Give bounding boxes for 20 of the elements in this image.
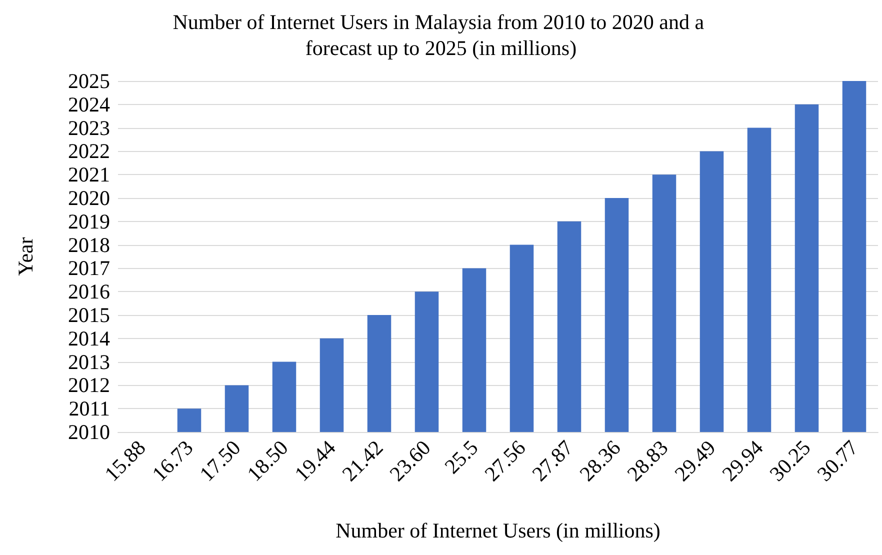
y-tick-label: 2013 — [68, 350, 110, 374]
y-tick-label: 2018 — [68, 232, 110, 257]
chart-title: Number of Internet Users in Malaysia from 2010 to 2020 and a forecast up to 2025 (in millions) — [172, 10, 710, 60]
x-axis-title: Number of Internet Users (in millions) — [336, 518, 660, 542]
x-tick-label: 25.5 — [440, 436, 483, 478]
y-tick-label: 2019 — [68, 209, 110, 234]
y-tick-label: 2010 — [68, 420, 110, 444]
y-tick-label: 2023 — [68, 116, 110, 140]
y-tick-label: 2017 — [68, 256, 110, 280]
y-tick-label: 2015 — [68, 303, 110, 327]
y-tick-label: 2021 — [68, 162, 110, 187]
y-tick-label: 2020 — [68, 186, 110, 210]
y-tick-label: 2012 — [68, 373, 110, 398]
y-tick-label: 2016 — [68, 280, 110, 304]
y-tick-label: 2024 — [68, 92, 110, 116]
y-tick-label: 2022 — [68, 139, 110, 164]
y-tick-label: 2014 — [68, 326, 110, 350]
y-tick-label: 2025 — [68, 69, 110, 93]
y-axis-title: Year — [14, 237, 38, 276]
y-tick-label: 2011 — [68, 396, 110, 421]
